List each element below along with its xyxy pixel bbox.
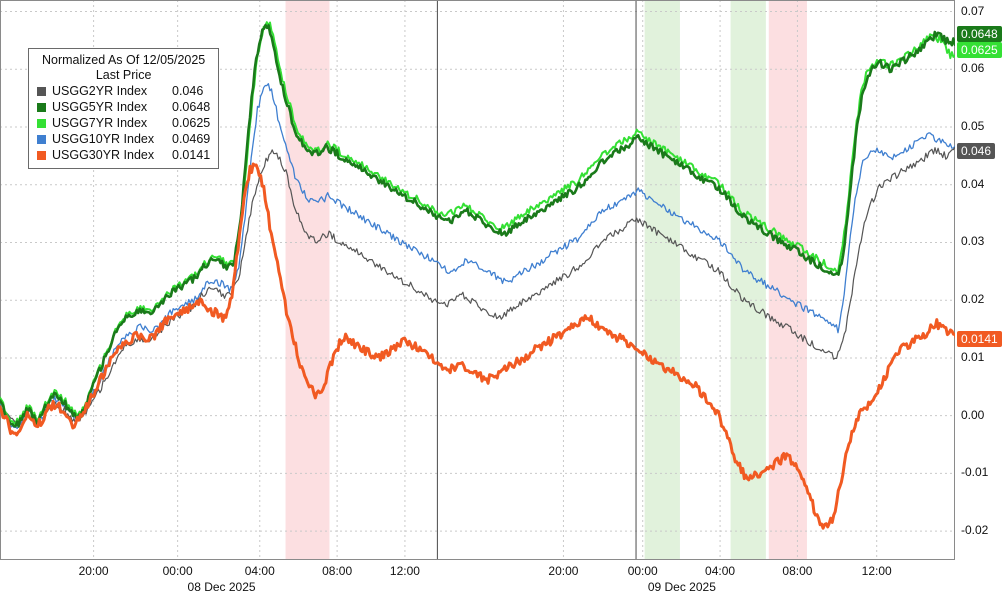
legend-series-value: 0.046 <box>172 84 204 98</box>
legend-item: USGG10YR Index 0.0469 <box>37 131 210 147</box>
y-axis-tick-label: -0.01 <box>961 465 989 480</box>
series-value-tag: 0.0625 <box>957 42 1002 58</box>
series-value-tag: 0.0141 <box>957 331 1002 347</box>
y-axis-tick-label: 0.06 <box>961 61 985 76</box>
legend-color-swatch <box>37 86 46 96</box>
legend-title-line2: Last Price <box>95 68 152 82</box>
legend-series-value: 0.0625 <box>172 116 211 130</box>
legend-rows: USGG2YR Index 0.046 USGG5YR Index 0.0648 USG… <box>37 83 210 163</box>
x-axis-tick-label: 08:00 <box>782 564 813 578</box>
y-axis-tick-label: 0.07 <box>961 3 985 18</box>
x-axis-tick-label: 12:00 <box>861 564 892 578</box>
y-axis-tick-label: 0.02 <box>961 292 985 307</box>
legend-series-name: USGG30YR Index <box>52 148 155 162</box>
x-axis-tick-label: 00:00 <box>162 564 193 578</box>
legend-color-swatch <box>37 150 46 160</box>
legend-item: USGG2YR Index 0.046 <box>37 83 210 99</box>
legend-series-name: USGG7YR Index <box>52 116 148 130</box>
y-axis-tick-label: 0.04 <box>961 176 985 191</box>
y-axis-tick-label: -0.02 <box>961 523 989 538</box>
plot-svg <box>0 0 955 560</box>
series-value-tag: 0.046 <box>957 143 996 159</box>
legend-series-name: USGG2YR Index <box>52 84 148 98</box>
legend-title-line1: Normalized As Of 12/05/2025 <box>41 53 206 67</box>
legend-color-swatch <box>37 134 46 144</box>
x-axis-date-label: 08 Dec 2025 <box>187 580 256 594</box>
legend-series-value: 0.0648 <box>172 100 211 114</box>
x-axis: 20:00 00:00 04:00 08:00 12:00 20:00 00:00 04:00… <box>0 560 955 595</box>
y-axis-tick-label: 0.01 <box>961 349 985 364</box>
legend-item: USGG5YR Index 0.0648 <box>37 99 210 115</box>
legend-series-name: USGG5YR Index <box>52 100 148 114</box>
x-axis-tick-label: 04:00 <box>244 564 275 578</box>
legend: Normalized As Of 12/05/2025 Last Price U… <box>28 48 220 169</box>
series-value-tag: 0.0648 <box>957 26 1002 42</box>
x-axis-tick-label: 08:00 <box>322 564 353 578</box>
x-axis-tick-label: 04:00 <box>705 564 736 578</box>
x-axis-date-label: 09 Dec 2025 <box>647 580 716 594</box>
y-axis: 0.07 0.06 0.05 0.04 0.03 0.02 0.01 0.00 -0.01 -0.… <box>955 0 1006 560</box>
plot-area <box>0 0 955 560</box>
legend-color-swatch <box>37 118 46 128</box>
x-axis-tick-label: 00:00 <box>627 564 658 578</box>
legend-item: USGG7YR Index 0.0625 <box>37 115 210 131</box>
x-axis-tick-label: 20:00 <box>548 564 579 578</box>
legend-series-name: USGG10YR Index <box>52 132 155 146</box>
y-axis-tick-label: 0.03 <box>961 234 985 249</box>
y-axis-tick-label: 0.00 <box>961 407 985 422</box>
legend-item: USGG30YR Index 0.0141 <box>37 147 210 163</box>
legend-series-value: 0.0469 <box>172 132 211 146</box>
y-axis-tick-label: 0.05 <box>961 119 985 133</box>
legend-color-swatch <box>37 102 46 112</box>
legend-series-value: 0.0141 <box>172 148 211 162</box>
x-axis-tick-label: 12:00 <box>389 564 420 578</box>
x-axis-tick-label: 20:00 <box>78 564 109 578</box>
